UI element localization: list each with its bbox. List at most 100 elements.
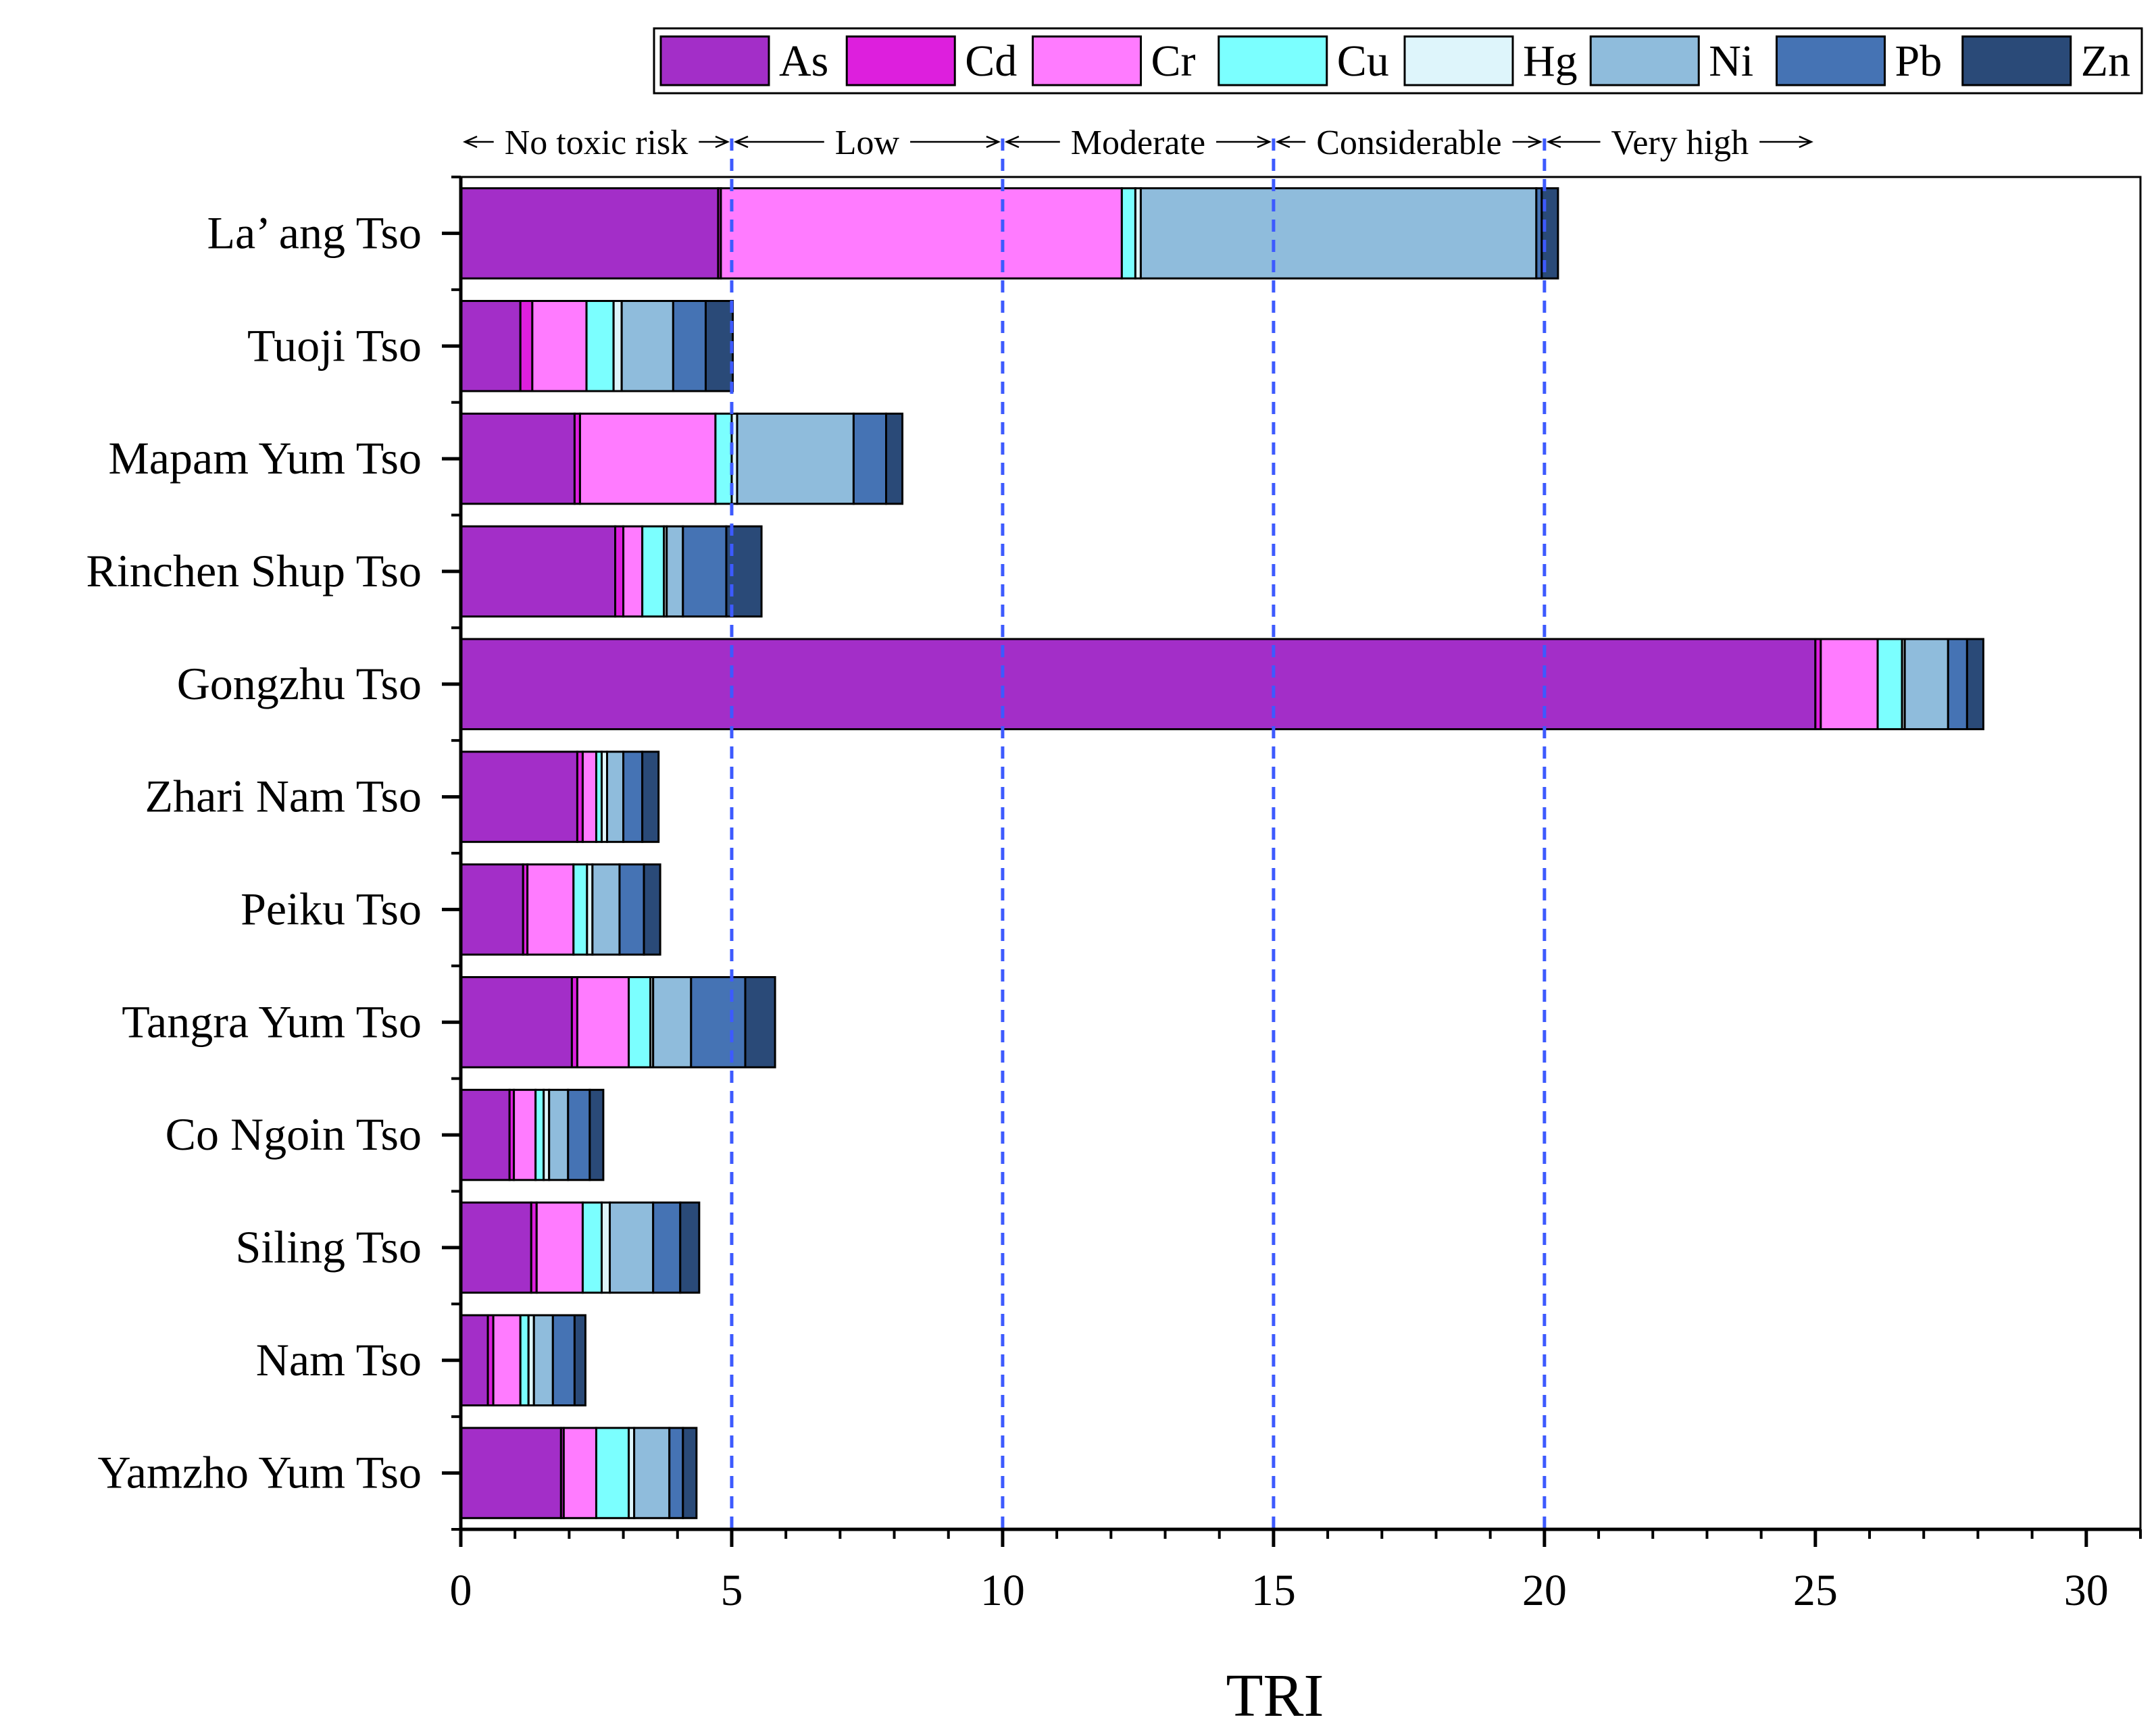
bar-siling-tso-zn <box>679 1201 701 1294</box>
x-tick-label: 10 <box>980 1566 1025 1615</box>
legend-label-hg: Hg <box>1523 36 1578 86</box>
bar-peiku-tso-zn <box>643 863 661 956</box>
y-tick-label: Tangra Yum Tso <box>122 996 422 1047</box>
legend-swatch-pb <box>1776 35 1886 86</box>
bar-siling-tso-cu <box>581 1201 603 1294</box>
bar-tuoji-tso-hg <box>612 300 623 392</box>
bar-co-ngoin-tso-ni <box>548 1088 570 1181</box>
bar-mapam-yum-tso-pb <box>852 412 888 505</box>
bar-yamzho-yum-tso-as <box>459 1427 562 1519</box>
y-tick-label: Nam Tso <box>256 1334 422 1385</box>
bar-nam-tso-zn <box>573 1314 586 1406</box>
y-tick-label: Rinchen Shup Tso <box>86 545 422 596</box>
bar-zhari-nam-tso-cr <box>581 750 597 843</box>
bar-rinchen-shup-tso-cr <box>622 525 644 618</box>
bar-zhari-nam-tso-as <box>459 750 578 843</box>
bar-la-ang-tso-as <box>459 187 720 280</box>
bar-yamzho-yum-tso-zn <box>682 1427 698 1519</box>
arrow-head-right-icon <box>1799 135 1813 149</box>
bar-peiku-tso-ni <box>591 863 621 956</box>
bar-tuoji-tso-cu <box>585 300 615 392</box>
bar-mapam-yum-tso-cr <box>578 412 717 505</box>
y-tick-label: Mapam Yum Tso <box>108 432 422 484</box>
arrow-head-right-icon <box>986 135 1001 149</box>
bar-la-ang-tso-cr <box>720 187 1123 280</box>
legend-label-cr: Cr <box>1151 36 1196 86</box>
bar-zhari-nam-tso-zn <box>641 750 660 843</box>
bar-peiku-tso-cr <box>526 863 575 956</box>
bar-tangra-yum-tso-ni <box>652 976 693 1069</box>
bar-peiku-tso-cu <box>572 863 588 956</box>
legend: As Cd Cr Cu Hg Ni Pb Zn <box>653 27 2143 95</box>
arrow-head-left-icon <box>733 135 749 149</box>
arrow-head-left-icon <box>1546 135 1561 149</box>
arrow-head-right-icon <box>715 135 730 149</box>
bar-gongzhu-tso-as <box>459 638 1817 730</box>
bar-tuoji-tso-cr <box>531 300 588 392</box>
bar-co-ngoin-tso-zn <box>588 1088 605 1181</box>
legend-swatch-as <box>659 35 770 86</box>
bar-mapam-yum-tso-as <box>459 412 576 505</box>
threshold-lines <box>730 138 1547 1529</box>
bar-la-ang-tso-cu <box>1120 187 1136 280</box>
legend-label-as: As <box>779 36 828 86</box>
bar-gongzhu-tso-cr <box>1820 638 1879 730</box>
x-tick-label: 25 <box>1793 1566 1838 1615</box>
risk-zone-label-low: Low <box>835 124 900 162</box>
legend-swatch-zn <box>1961 35 2072 86</box>
bar-siling-tso-as <box>459 1201 532 1294</box>
bar-nam-tso-ni <box>532 1314 554 1406</box>
legend-swatch-ni <box>1589 35 1700 86</box>
x-axis-title: TRI <box>1226 1662 1324 1729</box>
bar-nam-tso-cu <box>519 1314 530 1406</box>
bar-yamzho-yum-tso-cr <box>562 1427 597 1519</box>
bar-nam-tso-pb <box>551 1314 576 1406</box>
axes: La’ ang Tso Tuoji Tso Mapam Yum Tso Rinchen… <box>86 176 2142 1615</box>
bar-peiku-tso-pb <box>618 863 645 956</box>
legend-swatch-cu <box>1218 35 1328 86</box>
bar-mapam-yum-tso-ni <box>736 412 855 505</box>
bar-yamzho-yum-tso-pb <box>668 1427 684 1519</box>
bar-tangra-yum-tso-cu <box>628 976 652 1069</box>
bar-tuoji-tso-as <box>459 300 522 392</box>
bar-tuoji-tso-zn <box>704 300 734 392</box>
bar-tangra-yum-tso-zn <box>744 976 776 1069</box>
legend-swatch-cd <box>845 35 956 86</box>
bar-nam-tso-as <box>459 1314 489 1406</box>
bar-nam-tso-cr <box>492 1314 522 1406</box>
y-tick-label: Tuoji Tso <box>247 320 422 371</box>
bar-mapam-yum-tso-zn <box>885 412 904 505</box>
risk-zone-label-moderate: Moderate <box>1071 124 1205 162</box>
arrow-head-left-icon <box>462 135 478 149</box>
bar-la-ang-tso-ni <box>1139 187 1538 280</box>
bar-gongzhu-tso-zn <box>1965 638 1984 730</box>
bar-siling-tso-cr <box>535 1201 584 1294</box>
bar-gongzhu-tso-ni <box>1903 638 1949 730</box>
arrow-head-left-icon <box>1004 135 1020 149</box>
bar-rinchen-shup-tso-as <box>459 525 617 618</box>
bar-tuoji-tso-ni <box>620 300 674 392</box>
bar-co-ngoin-tso-cr <box>513 1088 537 1181</box>
bar-co-ngoin-tso-pb <box>567 1088 591 1181</box>
y-tick-label: La’ ang Tso <box>207 207 422 258</box>
legend-swatch-hg <box>1403 35 1514 86</box>
x-tick-label: 5 <box>720 1566 743 1615</box>
bar-tangra-yum-tso-pb <box>690 976 747 1069</box>
bar-zhari-nam-tso-ni <box>606 750 625 843</box>
bar-zhari-nam-tso-pb <box>622 750 644 843</box>
y-tick-label: Siling Tso <box>235 1221 422 1273</box>
legend-swatch-cr <box>1032 35 1142 86</box>
bar-tuoji-tso-cd <box>519 300 534 392</box>
bar-tangra-yum-tso-as <box>459 976 573 1069</box>
bar-siling-tso-hg <box>601 1201 611 1294</box>
bar-co-ngoin-tso-cu <box>534 1088 545 1181</box>
bar-rinchen-shup-tso-ni <box>666 525 684 618</box>
x-tick-label: 0 <box>450 1566 472 1615</box>
bar-co-ngoin-tso-as <box>459 1088 511 1181</box>
bar-peiku-tso-as <box>459 863 524 956</box>
y-tick-label: Gongzhu Tso <box>177 658 422 709</box>
legend-label-zn: Zn <box>2081 36 2130 86</box>
x-tick-label: 15 <box>1251 1566 1296 1615</box>
arrow-head-right-icon <box>1257 135 1272 149</box>
